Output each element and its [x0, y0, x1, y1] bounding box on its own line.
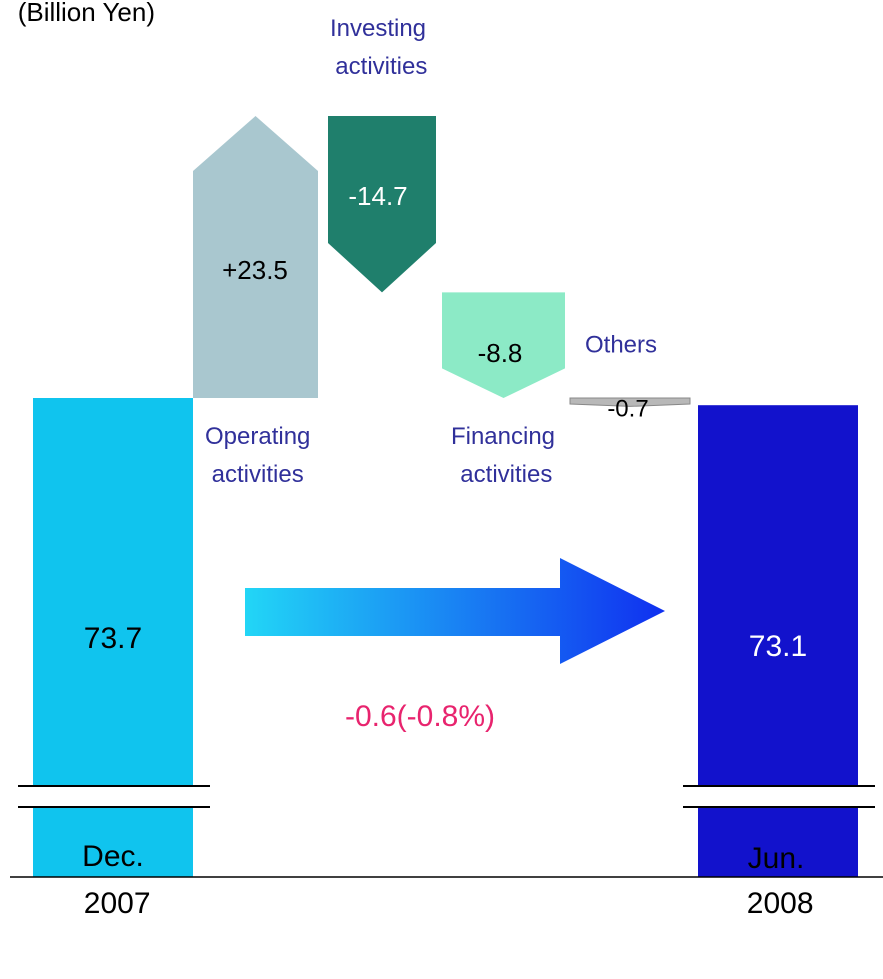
change-arrow	[245, 558, 665, 664]
category-label: Others	[585, 331, 657, 358]
category-label: Investing activities	[329, 15, 428, 80]
category-label: Operating activities	[205, 423, 310, 488]
category-line: activities	[205, 461, 304, 488]
category-line: Financing	[451, 423, 555, 450]
category-line: Dec.	[82, 840, 144, 873]
category-line: Jun.	[748, 842, 805, 875]
category-line: Investing	[330, 15, 426, 42]
value-label: -0.7	[607, 395, 648, 422]
step-arrow	[328, 116, 436, 293]
value-label: 73.1	[749, 630, 807, 663]
category-label: Dec. 2007	[75, 840, 150, 920]
category-line: activities	[329, 53, 428, 80]
change-annotation: -0.6(-0.8%)	[345, 700, 495, 733]
axis-break-gap	[683, 786, 873, 807]
category-line: 2008	[738, 887, 813, 920]
step-arrow	[569, 397, 691, 407]
value-label: +23.5	[222, 255, 288, 285]
category-line: Operating	[205, 423, 310, 450]
axis-break-gap	[18, 786, 208, 807]
step-arrow	[442, 292, 565, 398]
unit-label: (Billion Yen)	[18, 0, 155, 27]
step-arrow	[193, 116, 318, 398]
value-label: 73.7	[84, 622, 142, 655]
category-label: Jun. 2008	[738, 842, 813, 920]
category-line: 2007	[75, 887, 150, 920]
category-label: Financing activities	[451, 423, 555, 488]
value-label: -14.7	[348, 181, 407, 211]
category-line: activities	[454, 461, 553, 488]
value-label: -8.8	[478, 338, 523, 368]
